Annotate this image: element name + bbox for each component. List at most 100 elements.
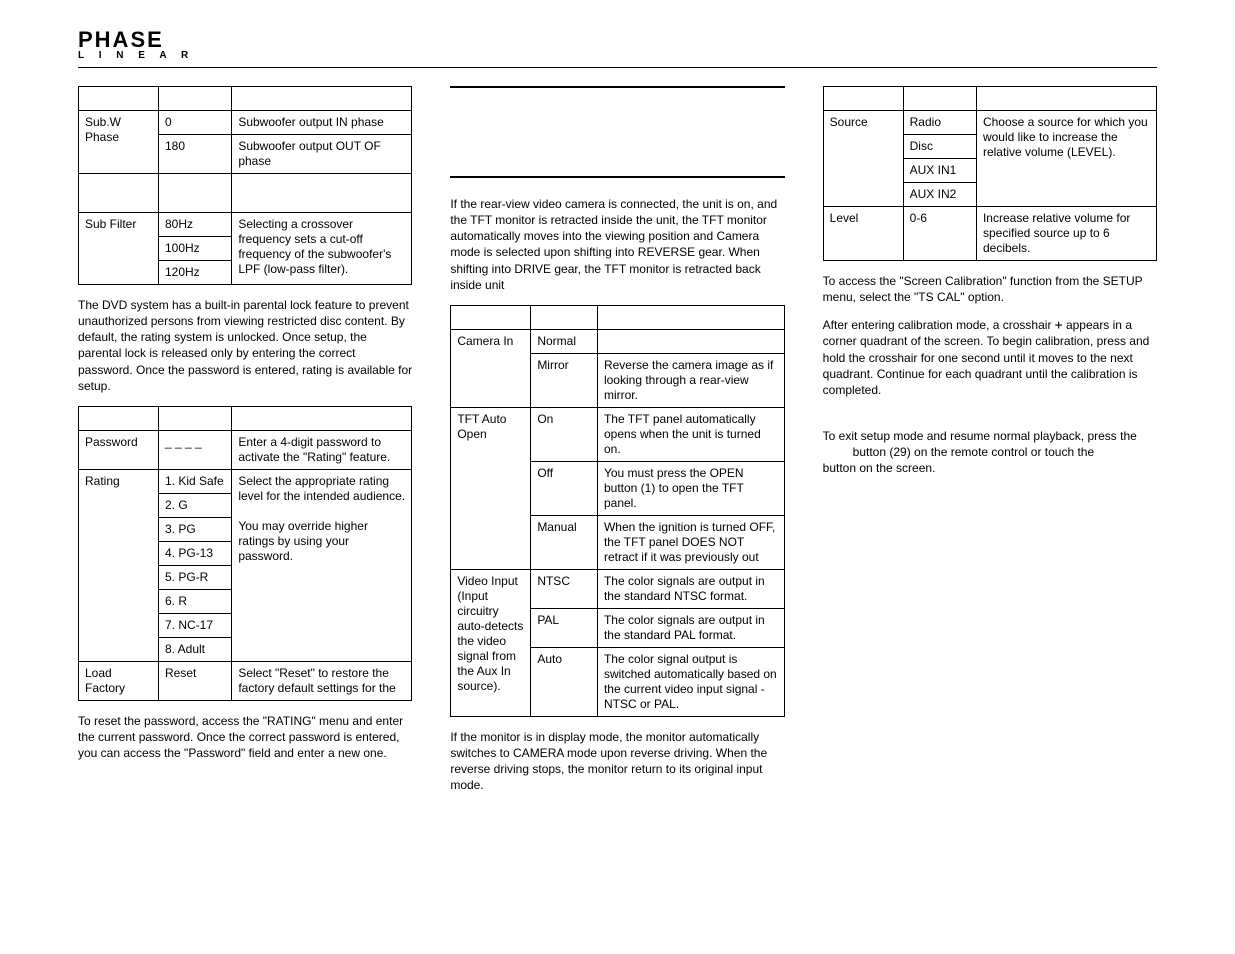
table-row: Sub.W Phase0Subwoofer output IN phase bbox=[79, 110, 412, 134]
parental-lock-paragraph: The DVD system has a built-in parental l… bbox=[78, 297, 412, 394]
param-cell: TFT Auto Open bbox=[451, 407, 531, 569]
table-header-cell bbox=[79, 406, 159, 430]
camera-paragraph: If the rear-view video camera is connect… bbox=[450, 196, 784, 293]
source-level-table: SourceRadioChoose a source for which you… bbox=[823, 86, 1157, 261]
table-cell bbox=[232, 173, 412, 212]
param-cell: Sub Filter bbox=[79, 212, 159, 284]
table-row: Rating1. Kid SafeSelect the appropriate … bbox=[79, 469, 412, 493]
audio-settings-table: Sub.W Phase0Subwoofer output IN phase180… bbox=[78, 86, 412, 285]
option-cell: 100Hz bbox=[158, 236, 231, 260]
table-header-cell bbox=[823, 86, 903, 110]
logo-main: PHASE bbox=[78, 30, 1157, 50]
param-cell: Video Input (Input circuitry auto-detect… bbox=[451, 569, 531, 716]
param-cell: Rating bbox=[79, 469, 159, 661]
page-divider bbox=[78, 67, 1157, 68]
option-cell: 2. G bbox=[158, 493, 231, 517]
calibration-instructions-paragraph: After entering calibration mode, a cross… bbox=[823, 317, 1157, 398]
table-header-cell bbox=[232, 86, 412, 110]
table-row: Level0-6Increase relative volume for spe… bbox=[823, 206, 1156, 260]
section-divider-top bbox=[450, 86, 784, 88]
table-row: Load FactoryResetSelect "Reset" to resto… bbox=[79, 661, 412, 700]
description-cell: The color signals are output in the stan… bbox=[597, 569, 784, 608]
table-header-cell bbox=[79, 86, 159, 110]
table-header-cell bbox=[158, 406, 231, 430]
option-cell: Auto bbox=[531, 647, 598, 716]
description-cell: The TFT panel automatically opens when t… bbox=[597, 407, 784, 461]
description-cell: Select the appropriate rating level for … bbox=[232, 469, 412, 661]
rating-settings-table: Password_ _ _ _Enter a 4-digit password … bbox=[78, 406, 412, 701]
option-cell: 7. NC-17 bbox=[158, 613, 231, 637]
option-cell: On bbox=[531, 407, 598, 461]
table-row: Video Input (Input circuitry auto-detect… bbox=[451, 569, 784, 608]
option-cell: 180 bbox=[158, 134, 231, 173]
option-cell: Mirror bbox=[531, 353, 598, 407]
description-cell: You must press the OPEN button (1) to op… bbox=[597, 461, 784, 515]
option-cell: 0 bbox=[158, 110, 231, 134]
param-cell: Password bbox=[79, 430, 159, 469]
description-cell: Reverse the camera image as if looking t… bbox=[597, 353, 784, 407]
option-cell: AUX IN2 bbox=[903, 182, 976, 206]
description-cell: Selecting a crossover frequency sets a c… bbox=[232, 212, 412, 284]
description-cell: Choose a source for which you would like… bbox=[976, 110, 1156, 206]
table-header-cell bbox=[597, 305, 784, 329]
param-cell: Load Factory bbox=[79, 661, 159, 700]
param-cell: Camera In bbox=[451, 329, 531, 407]
table-header-row bbox=[823, 86, 1156, 110]
option-cell: AUX IN1 bbox=[903, 158, 976, 182]
table-header-cell bbox=[531, 305, 598, 329]
section-divider-mid bbox=[450, 176, 784, 178]
table-header-cell bbox=[158, 86, 231, 110]
table-row: Password_ _ _ _Enter a 4-digit password … bbox=[79, 430, 412, 469]
exit-text-1: To exit setup mode and resume normal pla… bbox=[823, 429, 1137, 443]
option-cell: 0-6 bbox=[903, 206, 976, 260]
description-cell: Select "Reset" to restore the factory de… bbox=[232, 661, 412, 700]
logo-sub: L I N E A R bbox=[78, 50, 1157, 61]
option-cell: 120Hz bbox=[158, 260, 231, 284]
option-cell: Reset bbox=[158, 661, 231, 700]
content-columns: Sub.W Phase0Subwoofer output IN phase180… bbox=[78, 86, 1157, 806]
option-cell: PAL bbox=[531, 608, 598, 647]
camera-settings-table: Camera InNormalMirrorReverse the camera … bbox=[450, 305, 784, 717]
table-row: Camera InNormal bbox=[451, 329, 784, 353]
option-cell: 6. R bbox=[158, 589, 231, 613]
option-cell: 4. PG-13 bbox=[158, 541, 231, 565]
option-cell: 80Hz bbox=[158, 212, 231, 236]
param-cell: Sub.W Phase bbox=[79, 110, 159, 173]
table-row bbox=[79, 173, 412, 212]
option-cell: Normal bbox=[531, 329, 598, 353]
column-1: Sub.W Phase0Subwoofer output IN phase180… bbox=[78, 86, 412, 806]
option-cell: _ _ _ _ bbox=[158, 430, 231, 469]
description-cell: Enter a 4-digit password to activate the… bbox=[232, 430, 412, 469]
cal-text-a: After entering calibration mode, a cross… bbox=[823, 318, 1055, 332]
option-cell: Disc bbox=[903, 134, 976, 158]
brand-logo: PHASE L I N E A R bbox=[78, 30, 1157, 61]
option-cell: Radio bbox=[903, 110, 976, 134]
crosshair-icon: + bbox=[1055, 319, 1063, 332]
option-cell: NTSC bbox=[531, 569, 598, 608]
column-2: If the rear-view video camera is connect… bbox=[450, 86, 784, 806]
option-cell: Off bbox=[531, 461, 598, 515]
exit-text-3: button on the screen. bbox=[823, 461, 936, 475]
table-row: Sub Filter80HzSelecting a crossover freq… bbox=[79, 212, 412, 236]
param-cell: Source bbox=[823, 110, 903, 206]
table-row: SourceRadioChoose a source for which you… bbox=[823, 110, 1156, 134]
table-header-cell bbox=[451, 305, 531, 329]
table-header-cell bbox=[976, 86, 1156, 110]
monitor-mode-paragraph: If the monitor is in display mode, the m… bbox=[450, 729, 784, 794]
option-cell: 5. PG-R bbox=[158, 565, 231, 589]
table-row: TFT Auto OpenOnThe TFT panel automatical… bbox=[451, 407, 784, 461]
table-header-row bbox=[451, 305, 784, 329]
spacer bbox=[450, 106, 784, 176]
param-cell: Level bbox=[823, 206, 903, 260]
option-cell: 8. Adult bbox=[158, 637, 231, 661]
description-cell bbox=[597, 329, 784, 353]
exit-setup-paragraph: To exit setup mode and resume normal pla… bbox=[823, 428, 1157, 477]
description-cell: Increase relative volume for specified s… bbox=[976, 206, 1156, 260]
table-cell bbox=[158, 173, 231, 212]
table-header-cell bbox=[232, 406, 412, 430]
table-header-row bbox=[79, 406, 412, 430]
calibration-access-paragraph: To access the "Screen Calibration" funct… bbox=[823, 273, 1157, 305]
column-3: SourceRadioChoose a source for which you… bbox=[823, 86, 1157, 806]
table-cell bbox=[79, 173, 159, 212]
table-header-cell bbox=[903, 86, 976, 110]
